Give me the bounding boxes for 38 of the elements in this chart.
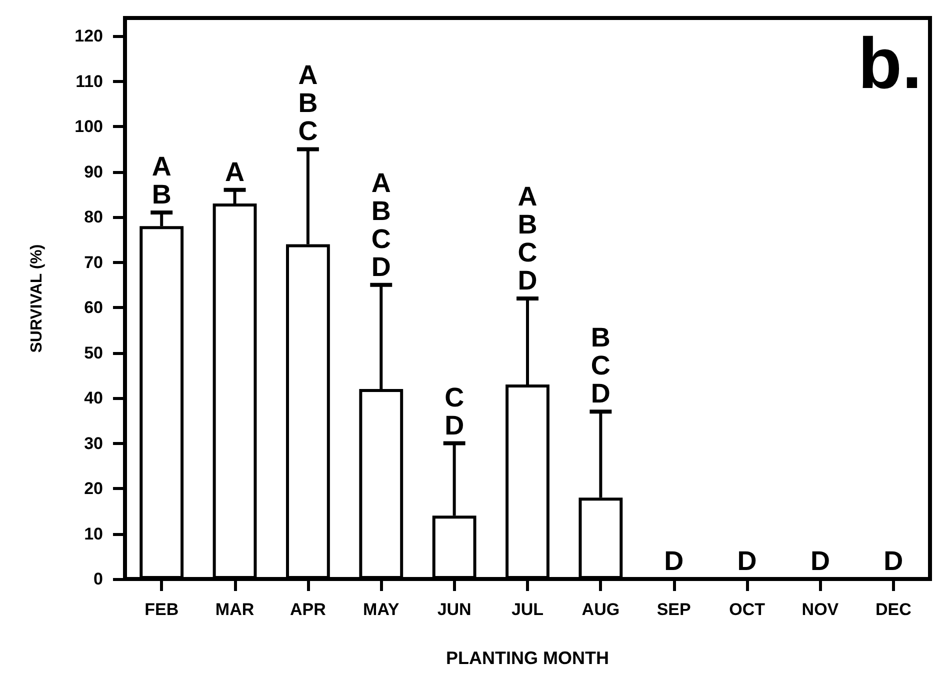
annotation: A: [225, 156, 245, 187]
annotation: B C D: [590, 322, 610, 409]
y-tick-label: 10: [84, 524, 103, 544]
y-tick-label: 50: [84, 343, 103, 362]
y-tick-label: 90: [84, 162, 103, 182]
annotation: D: [810, 546, 830, 576]
y-tick-label: 20: [84, 479, 103, 498]
x-tick-label: JUL: [511, 600, 544, 619]
y-tick-label: 30: [84, 434, 103, 453]
y-tick-label: 0: [94, 570, 103, 588]
x-tick-label: SEP: [656, 600, 691, 619]
x-axis-title: PLANTING MONTH: [446, 648, 609, 668]
x-tick-label: MAR: [215, 600, 254, 619]
annotation: D: [664, 546, 684, 576]
y-tick-label: 110: [76, 72, 103, 91]
annotation: A B: [152, 152, 172, 210]
x-tick-label: FEB: [144, 600, 179, 619]
y-tick-label: 100: [74, 117, 103, 136]
x-tick-label: DEC: [875, 600, 912, 619]
annotation: C D: [444, 382, 464, 440]
x-tick-label: AUG: [582, 600, 620, 619]
x-tick-label: MAY: [363, 600, 400, 619]
annotation: A B C D: [371, 168, 391, 282]
annotation: b.: [858, 24, 922, 104]
y-tick-label: 70: [84, 252, 103, 272]
y-tick-label: 120: [74, 26, 103, 46]
y-tick-label: 40: [84, 388, 103, 408]
x-tick-label: NOV: [802, 600, 840, 619]
y-tick-label: 60: [84, 298, 103, 318]
x-tick-label: JUN: [437, 600, 472, 619]
y-tick-label: 80: [84, 208, 103, 227]
annotation: A B C D: [518, 182, 538, 296]
x-tick-label: APR: [290, 600, 326, 619]
y-axis-title: SURVIVAL (%): [28, 244, 46, 353]
annotation: A B C: [298, 60, 318, 146]
x-tick-label: OCT: [729, 600, 766, 619]
annotation: D: [884, 546, 904, 576]
annotation: D: [737, 546, 757, 576]
